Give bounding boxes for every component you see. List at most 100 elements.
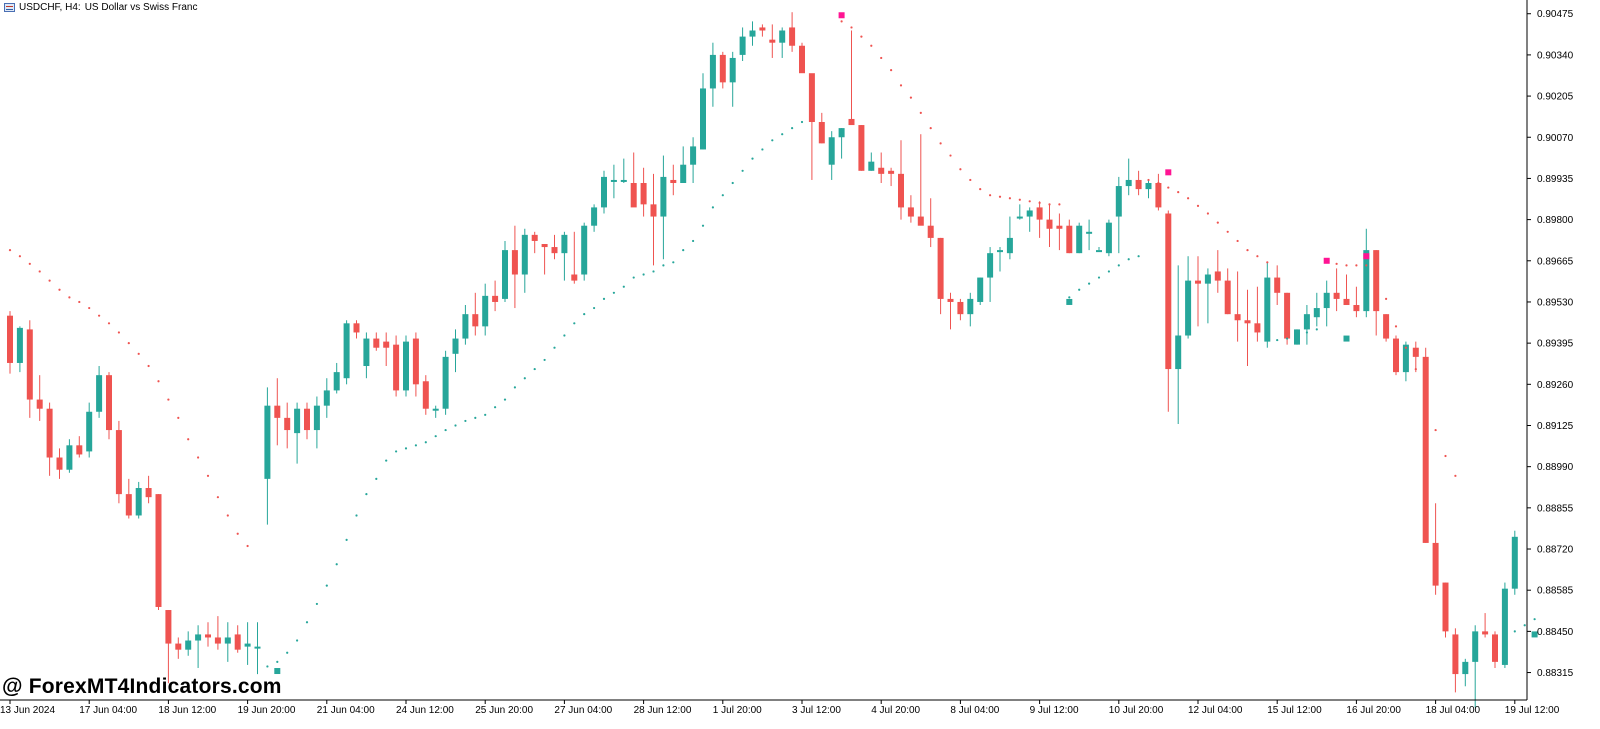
candle-body[interactable]	[828, 137, 835, 165]
candle[interactable]	[630, 152, 637, 208]
candle[interactable]	[244, 622, 251, 665]
candle-body[interactable]	[1442, 582, 1449, 632]
candle-body[interactable]	[601, 176, 607, 208]
candle[interactable]	[610, 164, 617, 199]
candle-body[interactable]	[1254, 323, 1261, 333]
candle[interactable]	[353, 320, 360, 339]
candle[interactable]	[1234, 271, 1241, 342]
candle-body[interactable]	[947, 298, 954, 302]
candle[interactable]	[422, 375, 429, 415]
candle-body[interactable]	[165, 610, 172, 644]
candle-body[interactable]	[650, 204, 657, 217]
candle[interactable]	[888, 167, 895, 187]
candle-body[interactable]	[1284, 292, 1291, 339]
candle[interactable]	[482, 283, 489, 336]
candle[interactable]	[759, 24, 766, 37]
candle-body[interactable]	[868, 161, 875, 171]
candle-body[interactable]	[898, 173, 904, 208]
candle-body[interactable]	[1046, 219, 1053, 229]
candle-body[interactable]	[36, 399, 43, 409]
candle[interactable]	[403, 335, 409, 397]
sar-sell-marker[interactable]	[838, 12, 845, 19]
candle-body[interactable]	[1066, 225, 1073, 254]
candle[interactable]	[86, 402, 93, 458]
candle-body[interactable]	[581, 225, 588, 275]
candle[interactable]	[818, 112, 825, 144]
candle-body[interactable]	[1452, 634, 1459, 675]
sar-sell-marker[interactable]	[1363, 253, 1370, 260]
candle[interactable]	[937, 237, 944, 315]
candle-body[interactable]	[383, 341, 390, 348]
candle[interactable]	[1046, 204, 1053, 248]
candle[interactable]	[650, 173, 657, 266]
candle[interactable]	[551, 234, 558, 260]
candle-body[interactable]	[709, 54, 716, 89]
candle-body[interactable]	[1155, 183, 1162, 208]
candle-body[interactable]	[145, 488, 152, 498]
candle-body[interactable]	[680, 164, 687, 184]
candle-body[interactable]	[1343, 298, 1350, 306]
candle-body[interactable]	[403, 341, 409, 391]
candle[interactable]	[333, 362, 340, 394]
candle[interactable]	[155, 494, 162, 611]
candle-body[interactable]	[620, 179, 627, 182]
candle[interactable]	[502, 240, 508, 302]
candle[interactable]	[1373, 250, 1380, 336]
candle-body[interactable]	[759, 27, 766, 31]
candle[interactable]	[472, 292, 479, 336]
candle-body[interactable]	[452, 338, 459, 354]
candle[interactable]	[442, 350, 449, 415]
candle-body[interactable]	[353, 323, 360, 333]
candle-body[interactable]	[115, 430, 122, 495]
candle-body[interactable]	[1422, 356, 1429, 543]
candle-body[interactable]	[86, 411, 93, 452]
candle[interactable]	[907, 195, 914, 223]
candle[interactable]	[799, 42, 805, 74]
candle-body[interactable]	[1511, 536, 1518, 589]
candle-body[interactable]	[323, 390, 330, 406]
candle[interactable]	[1303, 305, 1310, 345]
candle-body[interactable]	[224, 637, 231, 644]
candle-body[interactable]	[937, 237, 944, 299]
candle-body[interactable]	[284, 417, 291, 431]
candle-body[interactable]	[1244, 320, 1251, 324]
candle-body[interactable]	[1363, 250, 1370, 312]
candle-body[interactable]	[1393, 338, 1399, 373]
candle[interactable]	[165, 610, 172, 684]
candle[interactable]	[1442, 582, 1449, 638]
candle[interactable]	[1353, 286, 1360, 318]
candle[interactable]	[1333, 268, 1340, 312]
candle-body[interactable]	[571, 274, 578, 281]
candle[interactable]	[1422, 347, 1429, 543]
candle[interactable]	[987, 247, 994, 302]
candle[interactable]	[848, 30, 855, 126]
candle[interactable]	[1244, 289, 1251, 367]
candle-body[interactable]	[1214, 271, 1221, 281]
candle[interactable]	[1155, 173, 1162, 211]
candle-body[interactable]	[1492, 634, 1498, 662]
candle[interactable]	[313, 396, 320, 449]
candle-body[interactable]	[125, 494, 132, 516]
candle[interactable]	[1115, 176, 1122, 254]
candle-body[interactable]	[1333, 292, 1340, 299]
candle[interactable]	[234, 625, 241, 653]
candle-body[interactable]	[1115, 186, 1122, 217]
candle-body[interactable]	[155, 494, 162, 607]
candle-body[interactable]	[135, 488, 142, 516]
candle-body[interactable]	[511, 250, 518, 275]
candle[interactable]	[452, 329, 459, 373]
candle[interactable]	[1204, 268, 1211, 324]
candle-body[interactable]	[670, 179, 677, 184]
candle[interactable]	[927, 198, 934, 248]
candle[interactable]	[383, 332, 390, 367]
candle-body[interactable]	[7, 315, 13, 363]
candle-body[interactable]	[1501, 588, 1508, 665]
candle[interactable]	[1432, 503, 1439, 595]
candle-body[interactable]	[561, 234, 568, 254]
candle-body[interactable]	[46, 408, 53, 458]
candle-body[interactable]	[700, 88, 706, 150]
candle[interactable]	[56, 448, 63, 479]
candle-body[interactable]	[56, 457, 63, 470]
candle[interactable]	[541, 244, 548, 275]
candle[interactable]	[106, 372, 112, 440]
